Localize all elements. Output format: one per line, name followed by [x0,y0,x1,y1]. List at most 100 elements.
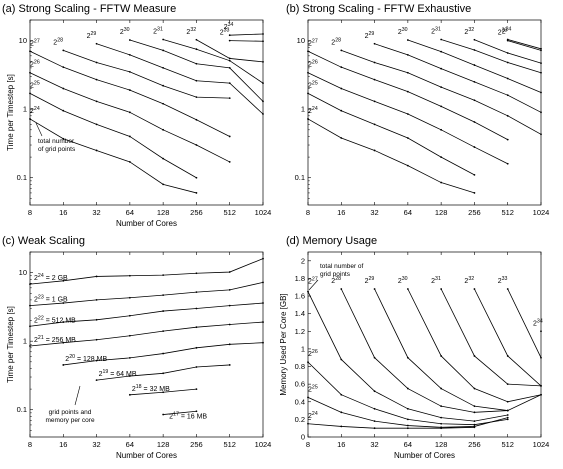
data-point [540,91,542,94]
x-tick-label: 32 [92,440,100,449]
data-point [195,272,198,275]
data-point [540,62,542,65]
x-tick-label: 8 [306,208,310,217]
data-point [228,161,231,163]
data-point [162,49,165,52]
data-point [162,183,165,186]
data-point [506,61,509,64]
data-point [128,89,131,91]
data-point [262,60,264,63]
series-label: 224 = 2 GB [34,273,68,282]
data-point [373,288,376,290]
x-tick-label: 8 [306,440,310,449]
data-point [440,128,443,131]
data-point [406,407,409,410]
y-tick-label: 1 [23,337,27,346]
x-tick-label: 512 [223,208,236,217]
data-point [406,288,409,290]
data-point [506,418,509,421]
x-tick-label: 128 [157,440,170,449]
x-tick-label: 16 [337,208,345,217]
data-point [228,135,231,138]
series-label: 231 [431,26,441,35]
data-point [162,67,165,69]
data-point [406,164,409,167]
data-point [340,288,343,290]
y-tick-label: 1.8 [295,274,305,283]
series-line [440,288,542,387]
series-line [96,43,264,115]
y-tick-label: 0.1 [295,173,305,182]
data-point [195,291,198,294]
y-tick-label: 0 [301,433,305,442]
data-point [162,38,165,41]
data-point [540,111,542,114]
data-point [29,304,31,307]
data-point [506,416,509,419]
data-point [62,321,65,323]
series-label: 230 [398,276,408,285]
series-line [63,50,230,99]
data-point [162,413,165,416]
data-point [373,427,376,430]
data-point [506,355,509,357]
series-label: 225 [30,80,40,89]
series-line [507,40,542,51]
panel-title: (a) Strong Scaling - FFTW Measure [2,3,176,15]
data-point [262,257,264,260]
y-tick-label: 0.4 [295,397,305,406]
data-point [307,92,309,95]
plot-frame [29,19,264,206]
series-label: 220 = 128 MB [65,354,107,363]
data-point [373,356,376,359]
annotation: total number of grid points [320,263,364,278]
data-point [473,355,476,357]
data-point [473,173,476,176]
data-point [228,97,231,100]
y-tick-label: 1 [301,105,305,114]
data-point [195,38,198,41]
data-point [373,420,376,423]
data-point [307,71,309,74]
data-point [307,290,309,293]
data-point [440,38,443,41]
data-point [406,113,409,115]
series-line [229,40,264,42]
series-label: 234 [533,318,543,327]
data-point [95,149,98,152]
data-point [473,420,476,423]
x-tick-label: 8 [28,440,32,449]
data-point [540,356,542,359]
data-point [506,288,509,290]
data-point [506,383,509,386]
series-line [163,39,264,84]
series-label: 225 [308,80,318,89]
data-point [540,47,542,50]
x-tick-label: 32 [370,208,378,217]
data-point [162,84,165,87]
y-tick-label: 10 [19,268,27,277]
series-label: 229 [365,31,375,40]
data-point [29,50,31,53]
data-point [128,161,131,163]
data-point [340,137,343,139]
annotation-arrow [308,279,319,291]
data-point [307,361,309,364]
data-point [262,82,264,85]
series-label: 227 [308,277,318,286]
series-label: 218 = 32 MB [132,384,170,393]
x-tick-label: 8 [28,208,32,217]
y-tick-label: 1.6 [295,292,305,301]
data-point [95,299,98,301]
data-point [62,137,65,140]
x-tick-label: 64 [126,440,134,449]
x-tick-label: 512 [501,208,514,217]
series-label: 233 [220,28,230,37]
data-point [95,61,98,64]
plot-frame [307,19,542,206]
series-label: 227 [30,38,40,47]
series-line [307,423,475,429]
data-point [262,33,264,35]
x-tick-label: 32 [92,208,100,217]
